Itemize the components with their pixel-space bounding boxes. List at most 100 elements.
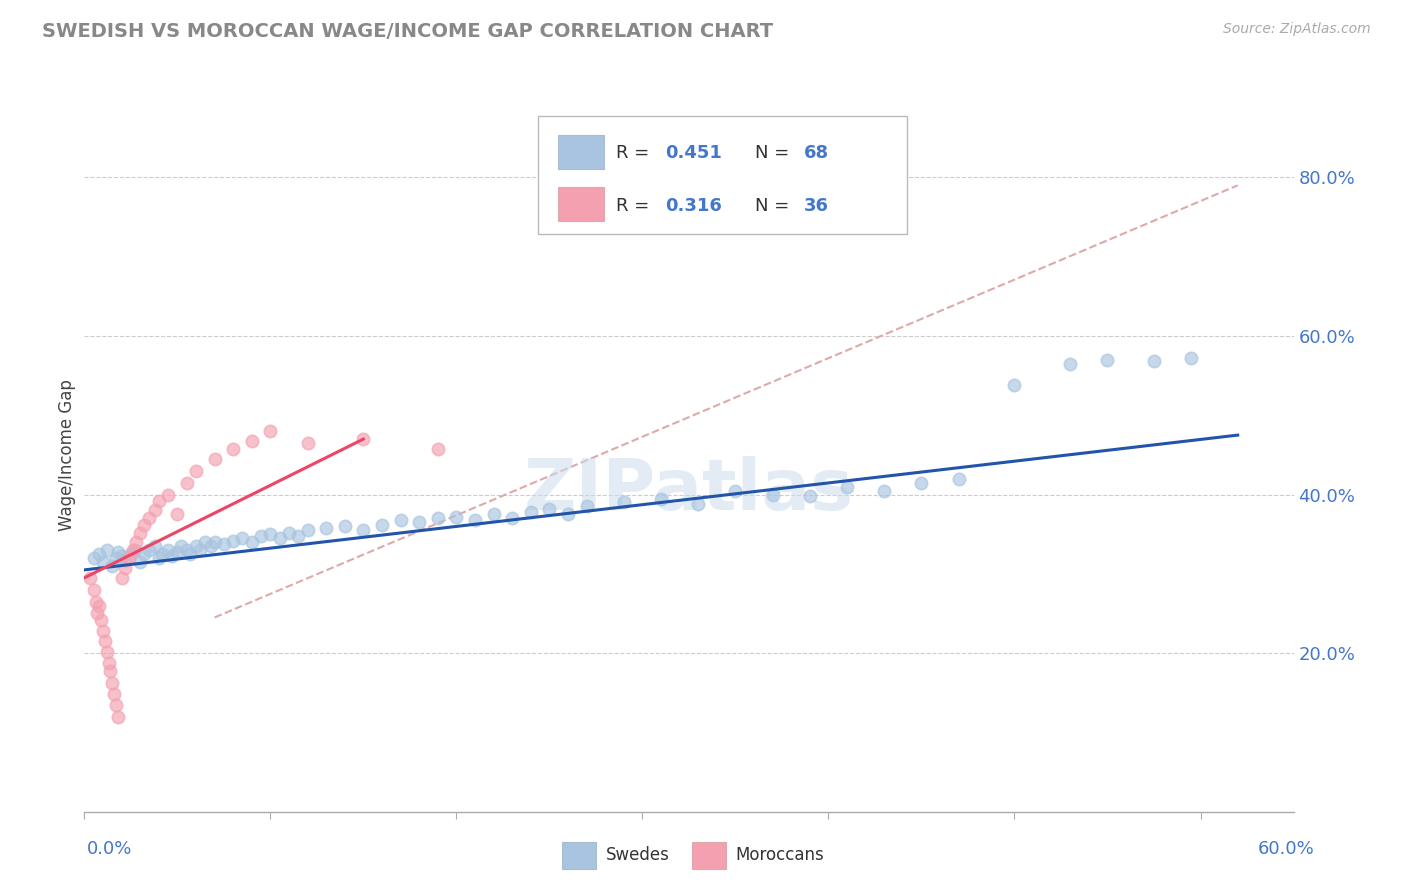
Point [538, 501, 561, 516]
Point [170, 539, 193, 553]
Point [520, 505, 543, 519]
Bar [562, 842, 596, 869]
Point [89, 599, 111, 613]
Point [389, 513, 412, 527]
Point [107, 709, 129, 723]
Point [724, 483, 747, 498]
Point [426, 511, 449, 525]
Point [446, 509, 468, 524]
Point [1097, 352, 1119, 367]
Point [176, 475, 198, 490]
Point [110, 571, 132, 585]
Point [287, 529, 309, 543]
Point [91, 624, 114, 638]
Point [575, 500, 598, 514]
Point [104, 698, 127, 712]
Point [297, 436, 319, 450]
Point [910, 475, 932, 490]
Point [222, 442, 245, 456]
Point [138, 543, 160, 558]
Text: R =: R = [616, 144, 655, 161]
Point [101, 676, 124, 690]
Point [101, 558, 124, 573]
Point [1004, 378, 1026, 392]
Point [278, 525, 301, 540]
Point [222, 533, 245, 548]
Text: N =: N = [755, 197, 796, 215]
Point [132, 547, 155, 561]
Text: ZIPatlas: ZIPatlas [524, 456, 853, 525]
Point [107, 544, 129, 558]
Point [269, 531, 291, 545]
Point [124, 543, 146, 558]
Point [91, 555, 114, 569]
Point [103, 687, 125, 701]
Point [138, 511, 160, 525]
Point [152, 547, 174, 561]
Point [110, 549, 132, 564]
Point [240, 535, 263, 549]
Point [166, 544, 188, 558]
Point [148, 494, 170, 508]
FancyBboxPatch shape [538, 116, 907, 234]
Point [762, 487, 785, 501]
Point [557, 508, 579, 522]
Text: N =: N = [755, 144, 796, 161]
Text: 36: 36 [804, 197, 828, 215]
Point [97, 656, 120, 670]
Text: 0.316: 0.316 [665, 197, 721, 215]
Point [1059, 357, 1081, 371]
Point [125, 535, 148, 549]
Point [259, 424, 281, 438]
Point [204, 535, 226, 549]
Point [650, 491, 672, 506]
Point [157, 543, 180, 558]
Point [184, 464, 207, 478]
Point [188, 543, 211, 558]
Point [79, 571, 101, 585]
Point [948, 472, 970, 486]
Point [121, 543, 143, 558]
Text: Source: ZipAtlas.com: Source: ZipAtlas.com [1223, 22, 1371, 37]
Text: 68: 68 [804, 144, 830, 161]
Point [84, 594, 107, 608]
Point [613, 495, 636, 509]
Point [166, 508, 188, 522]
Text: 60.0%: 60.0% [1258, 840, 1315, 858]
Point [179, 547, 201, 561]
Point [240, 434, 263, 448]
Point [120, 547, 142, 561]
Point [184, 539, 207, 553]
Point [231, 531, 253, 545]
Point [333, 519, 356, 533]
Point [83, 582, 105, 597]
Point [1143, 354, 1166, 368]
Point [426, 442, 449, 456]
Point [132, 517, 155, 532]
Point [129, 525, 152, 540]
Point [212, 537, 235, 551]
Bar [558, 135, 605, 169]
Point [86, 607, 108, 621]
Point [114, 560, 136, 574]
Point [129, 555, 152, 569]
Text: Moroccans: Moroccans [735, 847, 824, 864]
Y-axis label: Wage/Income Gap: Wage/Income Gap [58, 379, 76, 531]
Point [297, 523, 319, 537]
Point [1180, 351, 1202, 366]
Point [104, 551, 127, 566]
Point [482, 508, 505, 522]
Point [501, 511, 523, 525]
Text: 0.0%: 0.0% [87, 840, 132, 858]
Point [835, 480, 858, 494]
Text: R =: R = [616, 197, 655, 215]
Point [371, 517, 394, 532]
Point [96, 644, 118, 658]
Point [148, 551, 170, 566]
Point [143, 503, 166, 517]
Point [200, 539, 222, 553]
Point [352, 523, 374, 537]
Point [464, 513, 486, 527]
Point [688, 497, 710, 511]
Point [799, 489, 821, 503]
